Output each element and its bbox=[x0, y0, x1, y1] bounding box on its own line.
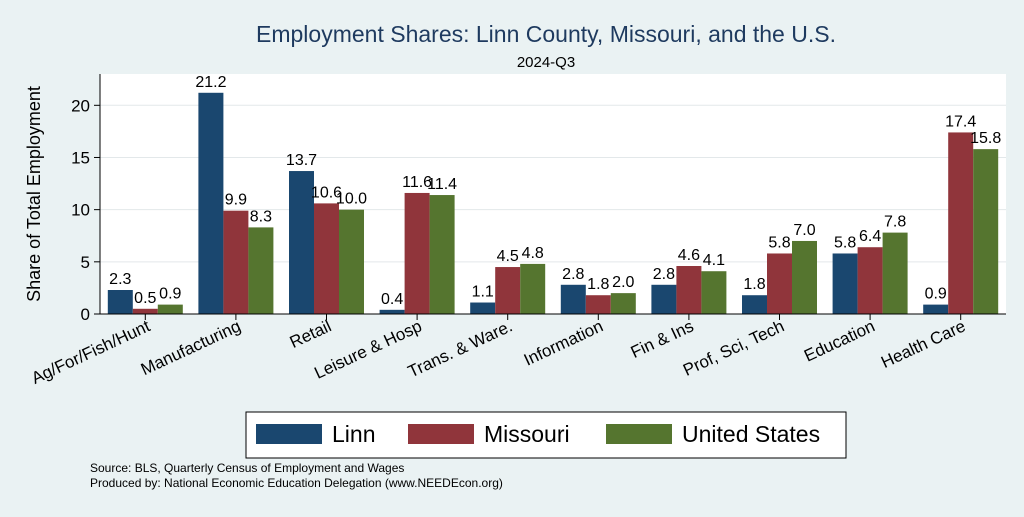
bar-value-label: 21.2 bbox=[195, 74, 226, 91]
y-tick-label: 10 bbox=[71, 201, 90, 220]
bar-value-label: 13.7 bbox=[286, 152, 317, 169]
producer-note: Produced by: National Economic Education… bbox=[90, 476, 503, 490]
bar bbox=[882, 232, 908, 314]
bar bbox=[470, 302, 496, 314]
bar bbox=[610, 293, 636, 314]
bar bbox=[314, 203, 339, 314]
bar-value-label: 0.9 bbox=[159, 286, 181, 303]
y-axis-ticks: 0 5 10 15 20 bbox=[71, 96, 100, 324]
bar-value-label: 7.8 bbox=[884, 214, 906, 231]
chart-subtitle: 2024-Q3 bbox=[517, 54, 575, 71]
bar-value-label: 10.0 bbox=[336, 191, 367, 208]
bar-value-label: 4.8 bbox=[522, 245, 544, 262]
bar bbox=[429, 195, 455, 314]
bar bbox=[832, 253, 858, 314]
legend-label: Missouri bbox=[484, 421, 570, 447]
bar-value-label: 17.4 bbox=[945, 113, 976, 130]
value-labels-group: 2.30.5 0.921.29.98.313.710.610.00.411.611… bbox=[109, 74, 1001, 308]
bar bbox=[923, 304, 949, 314]
bars-group bbox=[107, 92, 999, 314]
bar-value-label: 11.4 bbox=[427, 176, 457, 193]
bar-value-label: 9.9 bbox=[225, 192, 247, 209]
bar bbox=[107, 290, 133, 314]
bar-value-label: 6.4 bbox=[859, 228, 881, 245]
bar bbox=[701, 271, 727, 314]
bar bbox=[585, 295, 611, 314]
bar-value-label: 2.8 bbox=[653, 266, 675, 283]
legend-swatch bbox=[408, 424, 474, 444]
bar bbox=[520, 263, 546, 314]
bar-value-label: 0.5 bbox=[134, 290, 156, 307]
bar-value-label: 1.1 bbox=[472, 284, 494, 301]
bar-value-label: 0.9 bbox=[925, 286, 947, 303]
bar bbox=[157, 304, 183, 314]
bar bbox=[973, 149, 999, 314]
bar-value-label: 15.8 bbox=[970, 130, 1001, 147]
bar-value-label: 8.3 bbox=[250, 208, 272, 225]
legend: Linn Missouri United States bbox=[245, 411, 847, 459]
bar bbox=[560, 284, 586, 314]
bar-value-label: 10.6 bbox=[311, 184, 342, 201]
legend-label: Linn bbox=[332, 421, 375, 447]
y-tick-label: 15 bbox=[71, 148, 90, 167]
bar bbox=[857, 247, 883, 314]
bar bbox=[379, 309, 405, 314]
legend-swatch bbox=[606, 424, 672, 444]
bar bbox=[132, 308, 158, 314]
bar-value-label: 4.5 bbox=[497, 248, 519, 265]
bar bbox=[676, 266, 702, 314]
y-tick-label: 0 bbox=[81, 305, 90, 324]
y-axis-label: Share of Total Employment bbox=[24, 86, 44, 302]
bar bbox=[404, 192, 430, 314]
source-note: Source: BLS, Quarterly Census of Employm… bbox=[90, 461, 404, 475]
bar-value-label: 1.8 bbox=[587, 276, 609, 293]
legend-box bbox=[245, 411, 847, 459]
y-tick-label: 5 bbox=[81, 253, 90, 272]
bar-value-label: 2.8 bbox=[562, 266, 584, 283]
bar-value-label: 4.1 bbox=[703, 252, 725, 269]
legend-label: United States bbox=[682, 421, 820, 447]
chart-title: Employment Shares: Linn County, Missouri… bbox=[256, 21, 836, 47]
bar bbox=[248, 227, 274, 314]
bar-value-label: 5.8 bbox=[768, 234, 790, 251]
bar bbox=[339, 209, 364, 314]
bar-value-label: 5.8 bbox=[834, 234, 856, 251]
legend-swatch bbox=[256, 424, 322, 444]
bar-value-label: 2.3 bbox=[109, 271, 131, 288]
bar-value-label: 11.6 bbox=[402, 174, 432, 191]
bar bbox=[948, 132, 974, 314]
bar bbox=[742, 295, 767, 314]
bar-value-label: 7.0 bbox=[793, 222, 815, 239]
bar-value-label: 4.6 bbox=[678, 247, 700, 264]
bar bbox=[223, 210, 249, 314]
bar bbox=[767, 253, 792, 314]
bar bbox=[651, 284, 677, 314]
bar bbox=[289, 171, 314, 314]
bar bbox=[495, 267, 521, 314]
bar-value-label: 0.4 bbox=[381, 291, 403, 308]
bar-value-label: 1.8 bbox=[743, 276, 765, 293]
bar-value-label: 2.0 bbox=[612, 274, 634, 291]
bar bbox=[198, 92, 224, 314]
bar bbox=[792, 240, 817, 314]
y-tick-label: 20 bbox=[71, 96, 90, 115]
